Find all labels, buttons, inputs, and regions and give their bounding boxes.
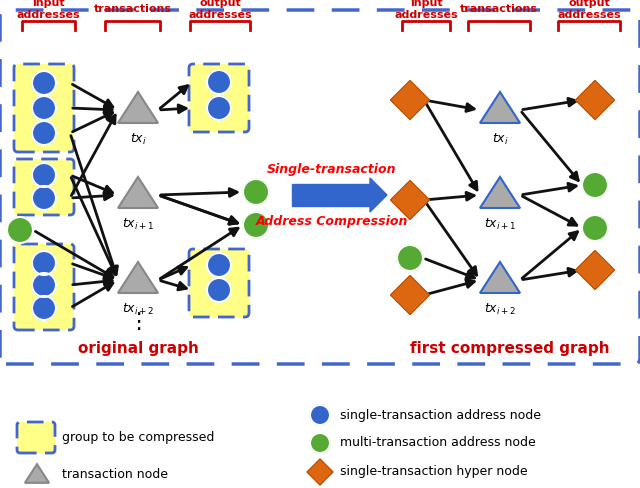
Text: single-transaction hyper node: single-transaction hyper node [340, 466, 527, 479]
Text: transactions: transactions [460, 4, 538, 14]
Polygon shape [118, 262, 158, 293]
Text: $tx_i$: $tx_i$ [130, 132, 147, 147]
FancyBboxPatch shape [14, 64, 74, 152]
Polygon shape [390, 81, 429, 120]
Text: output
addresses: output addresses [557, 0, 621, 20]
Circle shape [7, 217, 33, 243]
Text: multi-transaction address node: multi-transaction address node [340, 436, 536, 449]
Circle shape [207, 70, 231, 94]
FancyBboxPatch shape [292, 184, 372, 206]
Circle shape [32, 186, 56, 210]
Text: input
addresses: input addresses [17, 0, 80, 20]
Polygon shape [575, 81, 614, 120]
Text: $tx_{i+1}$: $tx_{i+1}$ [484, 217, 516, 232]
Text: Single-transaction: Single-transaction [268, 163, 397, 176]
Text: single-transaction address node: single-transaction address node [340, 408, 541, 422]
Text: ⋮: ⋮ [127, 312, 149, 332]
Text: first compressed graph: first compressed graph [410, 341, 610, 355]
Polygon shape [480, 262, 520, 293]
FancyBboxPatch shape [189, 249, 249, 317]
Circle shape [582, 215, 608, 241]
Polygon shape [480, 177, 520, 208]
Circle shape [310, 405, 330, 425]
Text: group to be compressed: group to be compressed [62, 430, 214, 444]
Circle shape [243, 179, 269, 205]
Polygon shape [118, 177, 158, 208]
FancyBboxPatch shape [17, 422, 55, 453]
Polygon shape [575, 250, 614, 289]
Text: $tx_{i+2}$: $tx_{i+2}$ [484, 302, 516, 317]
FancyBboxPatch shape [14, 244, 74, 330]
Circle shape [32, 296, 56, 320]
Circle shape [32, 121, 56, 145]
Text: original graph: original graph [77, 341, 198, 355]
Polygon shape [307, 459, 333, 485]
Text: input
addresses: input addresses [394, 0, 458, 20]
Text: $tx_{i+1}$: $tx_{i+1}$ [122, 217, 154, 232]
Circle shape [397, 245, 423, 271]
Circle shape [32, 71, 56, 95]
Text: transaction node: transaction node [62, 468, 168, 482]
Circle shape [243, 212, 269, 238]
Polygon shape [118, 92, 158, 123]
Circle shape [32, 163, 56, 187]
Polygon shape [390, 181, 429, 220]
Text: $tx_i$: $tx_i$ [492, 132, 508, 147]
Circle shape [32, 273, 56, 297]
Polygon shape [25, 464, 49, 483]
Text: output
addresses: output addresses [188, 0, 252, 20]
Circle shape [207, 96, 231, 120]
FancyBboxPatch shape [189, 64, 249, 132]
Text: $tx_{i+2}$: $tx_{i+2}$ [122, 302, 154, 317]
Text: Address Compression: Address Compression [256, 215, 408, 227]
FancyBboxPatch shape [14, 159, 74, 215]
Text: transactions: transactions [93, 4, 172, 14]
Circle shape [207, 278, 231, 302]
Polygon shape [390, 276, 429, 314]
Polygon shape [370, 178, 387, 212]
Circle shape [310, 433, 330, 453]
Circle shape [207, 253, 231, 277]
Circle shape [32, 251, 56, 275]
Circle shape [582, 172, 608, 198]
Circle shape [32, 96, 56, 120]
Polygon shape [480, 92, 520, 123]
